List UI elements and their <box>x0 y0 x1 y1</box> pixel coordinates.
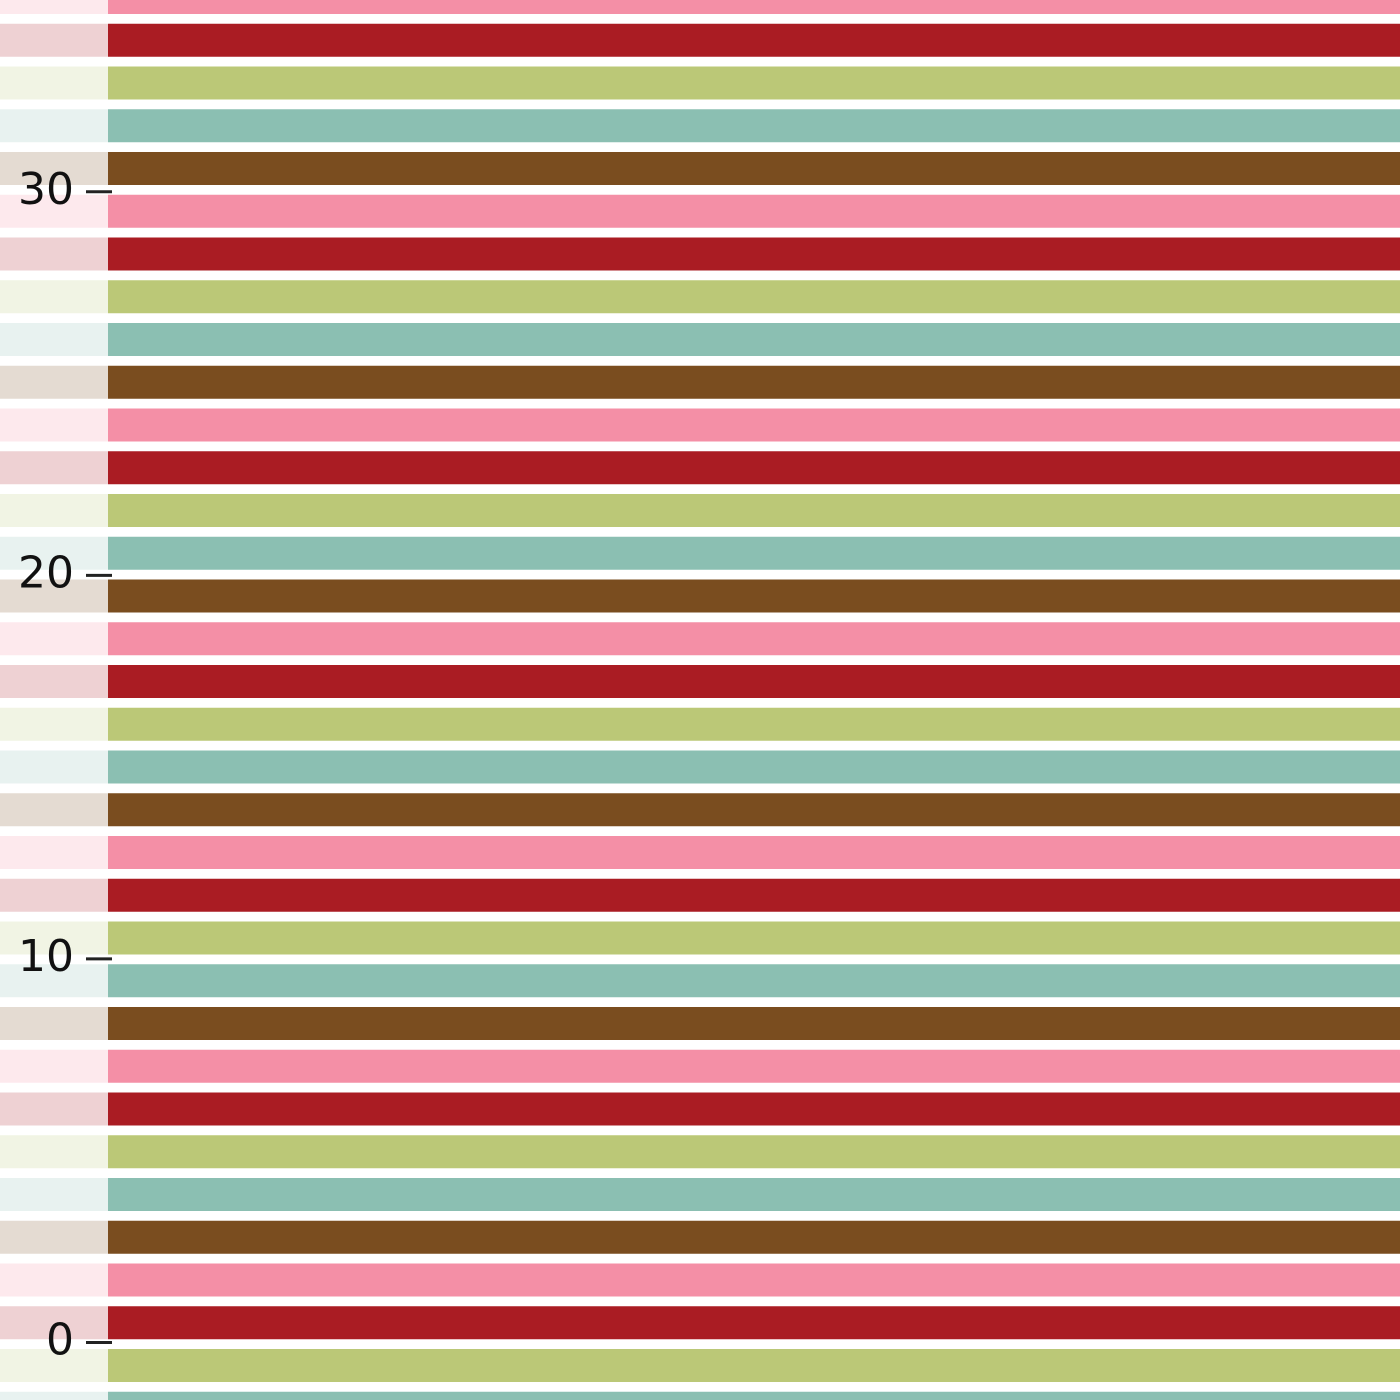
y-axis: 0 10 20 30 <box>18 164 112 1365</box>
stripe <box>0 365 1400 399</box>
stripe <box>0 1135 1400 1169</box>
stripe <box>0 1391 1400 1400</box>
stripe <box>0 707 1400 741</box>
stripe <box>0 964 1400 998</box>
stripe <box>0 280 1400 314</box>
stripe <box>0 836 1400 869</box>
stripe <box>0 408 1400 442</box>
stripe <box>0 0 1400 14</box>
y-tick-label: 10 <box>18 931 74 982</box>
y-tick-label: 30 <box>18 164 74 215</box>
stripe <box>0 1349 1400 1382</box>
stripe <box>0 750 1400 784</box>
y-tick-label: 0 <box>46 1314 74 1365</box>
stripe <box>0 66 1400 100</box>
stripe <box>0 1306 1400 1340</box>
stripe <box>0 1178 1400 1211</box>
stripe <box>0 878 1400 912</box>
stripe <box>0 323 1400 356</box>
stripe <box>0 622 1400 656</box>
stripe <box>0 194 1400 228</box>
y-tick-label: 20 <box>18 547 74 598</box>
stripe <box>0 109 1400 143</box>
stripe <box>0 921 1400 955</box>
stripe <box>0 451 1400 485</box>
stripe <box>0 152 1400 185</box>
stripe <box>0 793 1400 827</box>
stripe <box>0 494 1400 527</box>
stripe <box>0 1263 1400 1297</box>
axis-fade <box>0 0 108 1400</box>
stripe <box>0 23 1400 57</box>
stripe <box>0 1049 1400 1083</box>
stripe <box>0 536 1400 570</box>
stripe <box>0 1007 1400 1040</box>
stripe <box>0 237 1400 271</box>
stripe <box>0 1092 1400 1126</box>
stripe <box>0 1220 1400 1254</box>
stripe <box>0 579 1400 613</box>
stripe <box>0 665 1400 698</box>
